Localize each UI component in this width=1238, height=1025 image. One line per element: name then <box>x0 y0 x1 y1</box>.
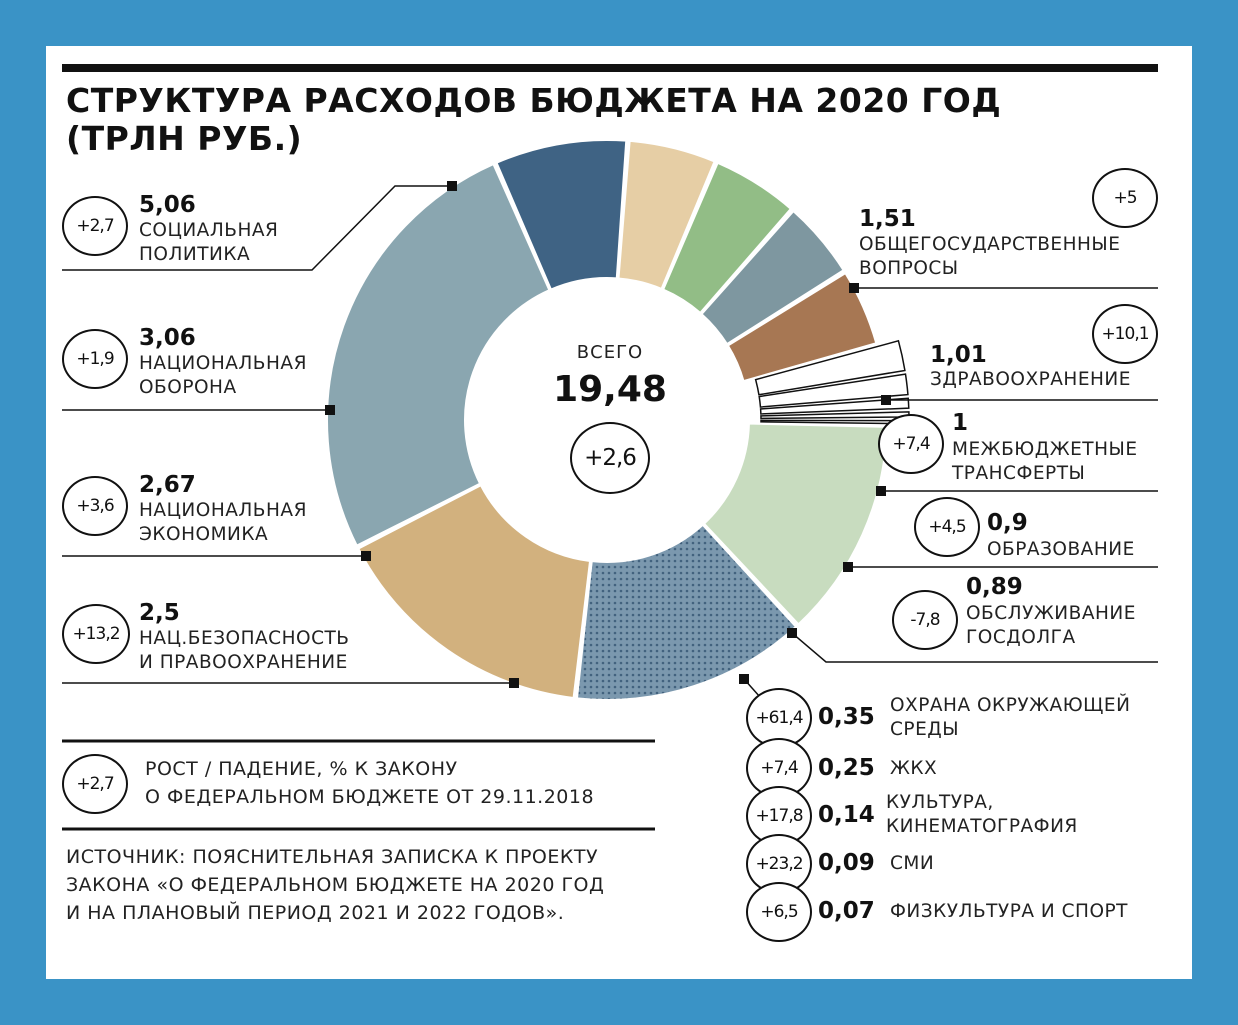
value-social: 5,06 <box>139 192 196 218</box>
value-transfers: 1 <box>952 410 969 436</box>
leader-dot-social <box>447 181 457 191</box>
legend-text: РОСТ / ПАДЕНИЕ, % К ЗАКОНУ О ФЕДЕРАЛЬНОМ… <box>145 758 595 808</box>
value-housing: 0,25 <box>818 755 875 781</box>
donut-slice-social <box>326 162 551 547</box>
donut-slice-education <box>700 209 845 346</box>
leader-debt <box>791 632 1158 663</box>
donut-slice-env <box>754 339 906 396</box>
leader-dot-debt <box>787 628 797 638</box>
title-rule <box>62 64 1158 72</box>
label-debt: ОБСЛУЖИВАНИЕ ГОСДОЛГА <box>966 603 1136 648</box>
change-badge-health: +10,1 <box>1092 304 1158 364</box>
leader-dot-defense <box>325 405 335 415</box>
value-security: 2,5 <box>139 600 180 626</box>
label-health: ЗДРАВООХРАНЕНИЕ <box>930 369 1131 390</box>
label-housing: ЖКХ <box>890 758 938 779</box>
label-transfers: МЕЖБЮДЖЕТНЫЕ ТРАНСФЕРТЫ <box>952 439 1138 484</box>
change-badge-debt: -7,8 <box>892 590 958 650</box>
leader-dot-transfers <box>876 486 886 496</box>
value-culture: 0,14 <box>818 802 875 828</box>
label-security: НАЦ.БЕЗОПАСНОСТЬ И ПРАВООХРАНЕНИЕ <box>139 628 350 673</box>
value-debt: 0,89 <box>966 574 1023 600</box>
leader-dot-security <box>509 678 519 688</box>
label-sport: ФИЗКУЛЬТУРА И СПОРТ <box>890 901 1128 922</box>
label-defense: НАЦИОНАЛЬНАЯ ОБОРОНА <box>139 353 307 398</box>
label-env: ОХРАНА ОКРУЖАЮЩЕЙ СРЕДЫ <box>890 695 1131 740</box>
title-line-2: (ТРЛН РУБ.) <box>66 119 303 158</box>
change-badge-general: +5 <box>1092 168 1158 228</box>
value-defense: 3,06 <box>139 325 196 351</box>
donut-slice-general <box>495 139 628 291</box>
change-badge-transfers: +7,4 <box>878 414 944 474</box>
label-education: ОБРАЗОВАНИЕ <box>987 539 1135 560</box>
value-health: 1,01 <box>930 342 987 368</box>
value-education: 0,9 <box>987 510 1028 536</box>
donut-slice-media <box>760 411 910 420</box>
legend-sample-badge: +2,7 <box>62 754 128 814</box>
change-badge-economy: +3,6 <box>62 476 128 536</box>
leader-social <box>62 185 452 271</box>
change-badge-sport: +6,5 <box>746 882 812 942</box>
change-badge-security: +13,2 <box>62 604 130 664</box>
value-sport: 0,07 <box>818 898 875 924</box>
change-badge-defense: +1,9 <box>62 329 128 389</box>
source-text: ИСТОЧНИК: ПОЯСНИТЕЛЬНАЯ ЗАПИСКА К ПРОЕКТ… <box>66 846 605 924</box>
center-total: 19,48 <box>553 369 667 410</box>
title-line-1: СТРУКТУРА РАСХОДОВ БЮДЖЕТА НА 2020 ГОД <box>66 81 1002 120</box>
leader-dot-small <box>739 674 749 684</box>
change-badge-education: +4,5 <box>914 497 980 557</box>
change-badge-social: +2,7 <box>62 196 128 256</box>
leader-dot-economy <box>361 551 371 561</box>
label-economy: НАЦИОНАЛЬНАЯ ЭКОНОМИКА <box>139 500 307 545</box>
label-media: СМИ <box>890 853 935 874</box>
value-env: 0,35 <box>818 704 875 730</box>
value-media: 0,09 <box>818 850 875 876</box>
label-general: ОБЩЕГОСУДАРСТВЕННЫЕ ВОПРОСЫ <box>859 234 1121 279</box>
donut-slice-transfers <box>661 161 793 315</box>
label-culture: КУЛЬТУРА, КИНЕМАТОГРАФИЯ <box>886 792 1078 837</box>
value-economy: 2,67 <box>139 472 196 498</box>
value-general: 1,51 <box>859 206 916 232</box>
chart-title: СТРУКТУРА РАСХОДОВ БЮДЖЕТА НА 2020 ГОД (… <box>66 82 1001 158</box>
label-social: СОЦИАЛЬНАЯ ПОЛИТИКА <box>139 220 279 265</box>
center-label: ВСЕГО <box>576 342 644 363</box>
donut-slice-health <box>617 139 716 291</box>
change-badge-culture: +17,8 <box>746 786 812 846</box>
leader-dot-health <box>881 395 891 405</box>
donut-slice-economy <box>575 523 798 701</box>
leader-dot-education <box>843 562 853 572</box>
donut-slice-housing <box>758 373 909 408</box>
center-change-badge: +2,6 <box>570 422 650 494</box>
donut-slice-culture <box>759 397 910 415</box>
leader-dot-general <box>849 283 859 293</box>
